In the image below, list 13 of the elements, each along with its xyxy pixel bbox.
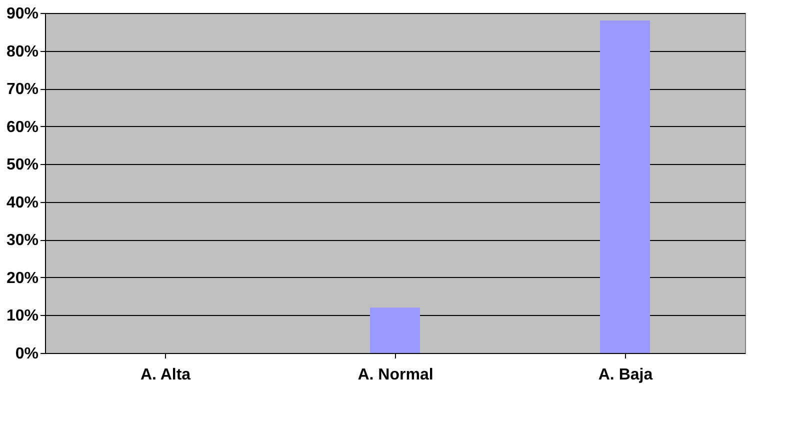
x-tick-label: A. Normal [358,366,434,384]
y-tick-label: 20% [6,270,38,287]
y-tick-label: 40% [6,194,38,212]
y-tick-label: 80% [6,43,38,60]
y-tick-label: 90% [6,6,38,22]
y-tick-label: 30% [6,232,38,250]
x-tick-label: A. Baja [598,366,653,384]
y-tick-label: 70% [6,81,38,98]
y-tick-label: 10% [6,308,38,325]
y-tick-label: 50% [6,156,38,174]
y-tick-label: 0% [15,346,38,362]
y-tick-label: 60% [6,118,38,136]
x-tick-label: A. Alta [140,366,191,384]
